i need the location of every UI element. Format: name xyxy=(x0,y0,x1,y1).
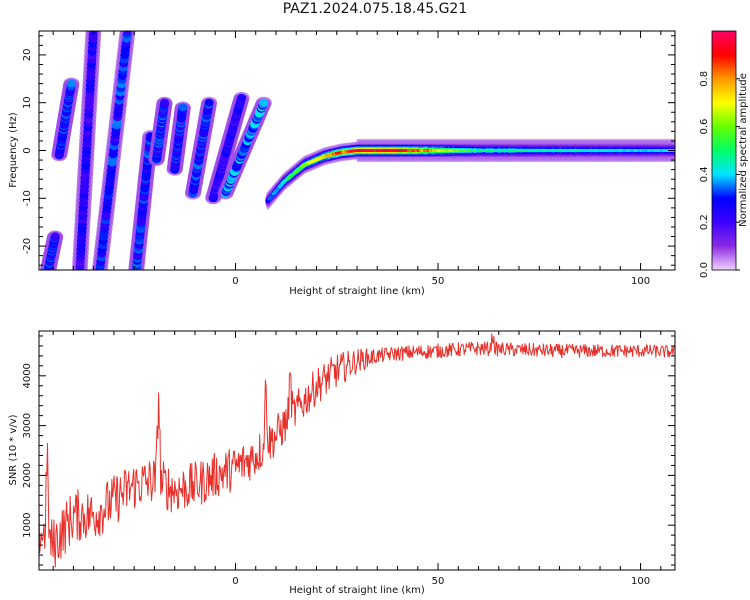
spectrogram-streak xyxy=(166,101,191,176)
snr-y-label: SNR (10 * v/v) xyxy=(8,414,19,485)
colorbar-tick-label: 0.8 xyxy=(699,71,710,87)
spectrogram-streak xyxy=(148,96,173,167)
spectrogram-y-tick-label: -20 xyxy=(22,238,33,254)
spectrogram-streak xyxy=(217,96,272,200)
colorbar-ticks: 0.0 0.2 0.4 0.6 0.8 xyxy=(699,71,740,278)
spectrogram-x-tick-label: 0 xyxy=(232,276,238,287)
spectrogram-x-tick-label: 100 xyxy=(631,276,650,287)
spectrogram-streak xyxy=(184,96,218,200)
snr-panel: 0 50 100 1000 2000 3000 4000 Height of straigh… xyxy=(8,330,676,596)
spectrogram-y-tick-label: -10 xyxy=(22,190,33,206)
snr-x-label: Height of straight line (km) xyxy=(289,585,425,596)
chart-title: PAZ1.2024.075.18.45.G21 xyxy=(282,1,468,17)
spectrogram-y-label: Frequency (Hz) xyxy=(8,112,19,188)
snr-axes: 0 50 100 1000 2000 3000 4000 xyxy=(22,331,675,587)
snr-series-line xyxy=(39,333,675,568)
colorbar-tick-label: 0.0 xyxy=(699,262,710,278)
spectrogram-x-tick-label: 50 xyxy=(432,276,445,287)
spectrogram-x-label: Height of straight line (km) xyxy=(289,286,425,297)
colorbar-tick-label: 0.6 xyxy=(699,119,710,135)
spectrogram-y-tick-label: 10 xyxy=(22,96,33,109)
colorbar-gradient xyxy=(711,30,737,271)
spectrogram-y-tick-label: 0 xyxy=(22,147,33,153)
snr-x-tick-label: 100 xyxy=(631,576,650,587)
spectrogram-ridge xyxy=(265,138,675,210)
spectrogram-streak xyxy=(71,31,102,270)
colorbar-tick-label: 0.2 xyxy=(699,214,710,230)
colorbar-tick-label: 0.4 xyxy=(699,166,710,182)
spectrogram-heatmap xyxy=(40,31,675,270)
snr-x-tick-label: 0 xyxy=(232,576,238,587)
spectrogram-streak xyxy=(51,77,80,162)
spectrogram-streak xyxy=(91,31,136,270)
snr-y-tick-label: 2000 xyxy=(22,463,33,488)
spectrogram-streak xyxy=(40,230,64,270)
spectrogram-panel: 0 50 100 -20 -10 0 10 20 Height of straight lin… xyxy=(8,30,676,297)
spectrogram-y-tick-label: 20 xyxy=(22,49,33,62)
spectrogram-axes: 0 50 100 -20 -10 0 10 20 xyxy=(22,31,675,287)
snr-y-tick-label: 3000 xyxy=(22,413,33,438)
snr-x-tick-label: 50 xyxy=(432,576,445,587)
snr-y-tick-label: 1000 xyxy=(22,512,33,537)
snr-y-tick-label: 4000 xyxy=(22,363,33,388)
colorbar-label: Normalized spectral amplitude xyxy=(738,73,749,227)
colorbar: 0.0 0.2 0.4 0.6 0.8 Normalized spectral ampl… xyxy=(699,30,749,278)
snr-frame xyxy=(38,330,676,571)
